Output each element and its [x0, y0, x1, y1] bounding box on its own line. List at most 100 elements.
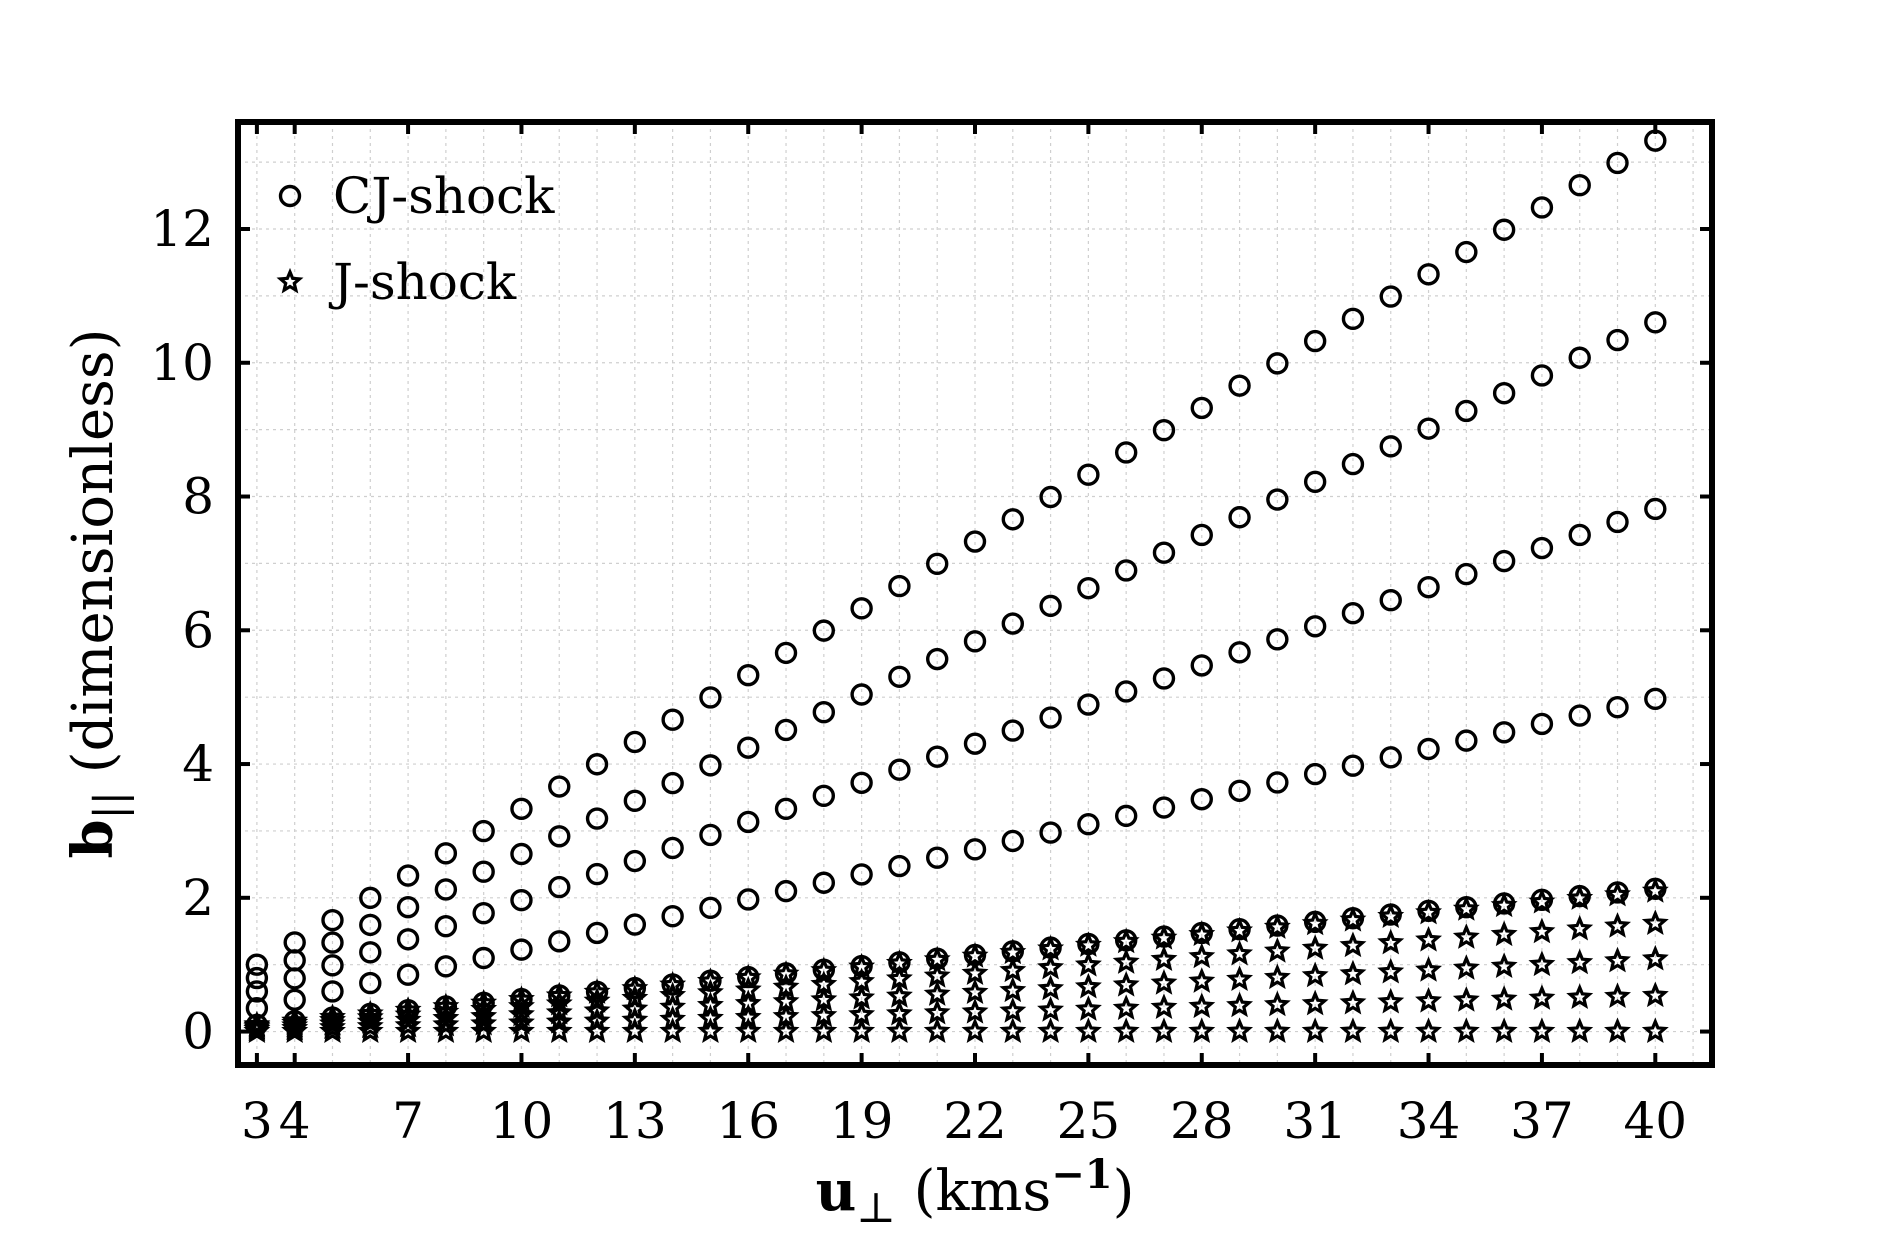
data-point-star [1037, 953, 1065, 980]
data-point-circle [1190, 787, 1213, 811]
data-point-circle [1606, 328, 1629, 352]
x-tick-label: 16 [716, 1092, 780, 1150]
data-point-circle [1644, 311, 1667, 334]
data-point-circle [1417, 417, 1440, 440]
data-point-star [1528, 1017, 1556, 1044]
data-point-circle [434, 842, 458, 865]
data-point-circle [623, 789, 647, 813]
y-tick-label: 0 [182, 1003, 214, 1061]
x-tick-label: 19 [830, 1092, 894, 1150]
data-point-star [1377, 1017, 1405, 1044]
series-cj-1 [245, 311, 1667, 990]
data-point-circle [1492, 381, 1516, 405]
data-point-circle [1001, 612, 1024, 635]
legend-label-cj-shock: CJ-shock [333, 167, 555, 225]
data-point-star [319, 1013, 346, 1040]
data-point-circle [283, 949, 306, 972]
data-point-circle [548, 930, 571, 953]
data-point-star [1226, 965, 1254, 992]
data-point-circle [1114, 804, 1138, 828]
data-point-star [1528, 917, 1556, 944]
data-point-star [1641, 877, 1669, 903]
series-cj-0 [245, 129, 1667, 976]
data-point-star [1490, 891, 1518, 918]
data-point-circle [1606, 510, 1629, 534]
data-point-star [243, 1017, 271, 1044]
data-point-circle [1001, 508, 1024, 531]
data-point-circle [1303, 615, 1327, 638]
data-point-circle [1152, 541, 1176, 564]
data-point-star [432, 1010, 460, 1037]
data-point-star [1490, 952, 1518, 978]
data-point-circle [1152, 667, 1176, 690]
data-point-star [1641, 981, 1669, 1008]
data-point-star [1188, 992, 1216, 1019]
data-point-circle [1606, 695, 1629, 719]
data-point-circle [1530, 196, 1554, 219]
data-point-circle [1379, 746, 1402, 769]
data-point-star [1301, 961, 1329, 988]
x-tick-label: 28 [1170, 1092, 1234, 1150]
data-point-star [1566, 914, 1594, 941]
data-point-star [1641, 1017, 1669, 1044]
data-point-circle [1039, 706, 1062, 729]
data-point-circle [359, 913, 382, 937]
data-point-star [1074, 931, 1102, 957]
data-point-circle [850, 863, 873, 886]
data-point-star [1037, 974, 1065, 1001]
data-point-circle [888, 758, 911, 781]
y-tick-label: 10 [150, 334, 214, 392]
plot-frame [235, 119, 1715, 1068]
data-point-circle [1417, 263, 1440, 286]
data-point-star [1566, 948, 1594, 975]
data-point-star [1528, 950, 1556, 977]
data-point-circle [1077, 693, 1100, 716]
y-axis-label-main: b [60, 819, 126, 858]
data-point-circle [888, 854, 911, 878]
data-point-circle [1492, 549, 1516, 573]
data-point-circle [1152, 796, 1176, 819]
data-point-star [1112, 927, 1140, 954]
data-point-star [1112, 970, 1140, 997]
data-point-circle [396, 895, 420, 919]
data-point-star [583, 996, 611, 1023]
data-point-star [1377, 987, 1405, 1014]
data-point-star [243, 1015, 271, 1042]
legend-marker-circle [278, 184, 302, 208]
data-point-circle [510, 888, 533, 912]
y-axis-label: b|| (dimensionless) [60, 329, 134, 859]
data-point-circle [1606, 151, 1629, 175]
series-j-6 [243, 909, 1669, 1038]
data-point-circle [1228, 779, 1251, 802]
data-point-circle [434, 955, 458, 978]
data-point-star [1301, 909, 1329, 936]
x-axis-label-unit-end: ) [1113, 1159, 1135, 1224]
data-point-star [583, 987, 611, 1013]
data-point-circle [1341, 307, 1365, 331]
data-point-circle [1266, 771, 1289, 794]
x-tick-label: 31 [1283, 1092, 1347, 1150]
data-point-star [432, 1017, 460, 1044]
data-point-circle [396, 963, 420, 986]
data-point-star [1226, 1017, 1254, 1044]
data-point-circle [1455, 729, 1478, 752]
data-point-circle [321, 980, 344, 1003]
data-point-star [1452, 1017, 1480, 1044]
data-point-star [696, 1017, 724, 1044]
data-point-star [1263, 963, 1291, 990]
data-point-circle [548, 775, 571, 798]
series-cj-2 [245, 497, 1667, 1003]
data-point-star [1566, 1017, 1594, 1044]
data-point-star [1528, 887, 1556, 914]
data-point-circle [850, 683, 873, 706]
data-point-star [1604, 946, 1631, 973]
series-j-8 [243, 981, 1669, 1042]
data-point-circle [774, 797, 798, 821]
data-point-circle [623, 913, 647, 936]
data-point-circle [1530, 536, 1554, 560]
x-tick-label: 40 [1623, 1092, 1687, 1150]
data-point-circle [1568, 704, 1591, 727]
data-point-circle [926, 846, 949, 869]
y-tick-label: 12 [150, 200, 214, 258]
data-point-circle [548, 825, 571, 848]
